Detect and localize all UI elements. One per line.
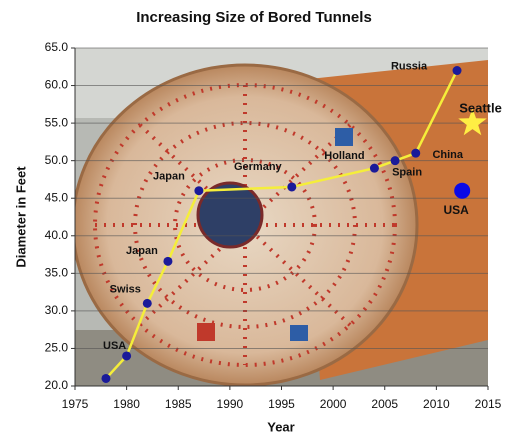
y-tick-label: 50.0 — [45, 153, 69, 167]
marker-star — [458, 108, 487, 136]
data-point — [163, 256, 173, 266]
x-tick-label: 1975 — [62, 397, 89, 411]
x-tick-label: 2015 — [475, 397, 502, 411]
x-tick-label: 2000 — [320, 397, 347, 411]
point-label: Spain — [392, 167, 422, 179]
y-tick-label: 60.0 — [45, 78, 69, 92]
x-tick-label: 1985 — [165, 397, 192, 411]
data-point — [369, 163, 379, 173]
y-tick-label: 40.0 — [45, 228, 69, 242]
point-label: Russia — [391, 60, 428, 72]
y-tick-label: 30.0 — [45, 303, 69, 317]
x-tick-label: 1980 — [113, 397, 140, 411]
y-tick-label: 65.0 — [45, 40, 69, 54]
point-label: China — [432, 149, 463, 161]
marker-label: USA — [444, 203, 470, 217]
point-label: USA — [103, 340, 126, 352]
marker-circle — [454, 182, 471, 199]
trend-line — [105, 69, 459, 380]
data-point — [142, 298, 152, 308]
y-tick-label: 45.0 — [45, 190, 69, 204]
data-point — [390, 156, 400, 166]
x-tick-label: 1995 — [268, 397, 295, 411]
x-tick-label: 2010 — [423, 397, 450, 411]
y-tick-label: 20.0 — [45, 378, 69, 392]
data-point — [122, 351, 132, 361]
data-point — [287, 182, 297, 192]
point-label: Holland — [324, 150, 364, 162]
data-point — [411, 148, 421, 158]
x-tick-label: 2005 — [371, 397, 398, 411]
chart-title: Increasing Size of Bored Tunnels — [136, 9, 372, 26]
x-tick-label: 1990 — [217, 397, 244, 411]
data-point — [194, 186, 204, 196]
data-point — [452, 66, 462, 76]
y-tick-label: 55.0 — [45, 115, 69, 129]
y-axis-label: Diameter in Feet — [13, 166, 28, 268]
x-axis-label: Year — [267, 419, 294, 434]
point-label: Japan — [126, 245, 158, 257]
background-photo — [75, 48, 488, 386]
data-point — [101, 373, 111, 383]
marker-label: Seattle — [459, 101, 502, 116]
point-label: Germany — [234, 161, 283, 173]
y-tick-label: 25.0 — [45, 341, 69, 355]
point-label: Swiss — [110, 283, 141, 295]
y-tick-label: 35.0 — [45, 266, 69, 280]
point-label: Japan — [153, 171, 185, 183]
